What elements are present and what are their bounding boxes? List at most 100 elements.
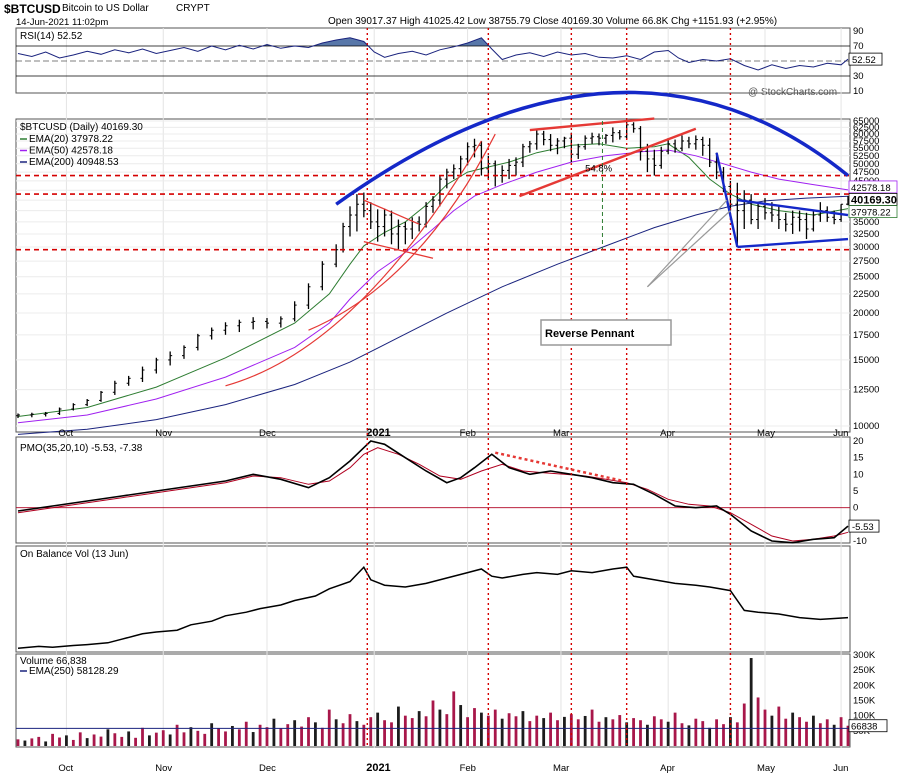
price-tick-label: 30000 bbox=[853, 242, 879, 253]
month-label-bottom: Nov bbox=[155, 763, 172, 774]
legend-label-2: EMA(200) 40948.53 bbox=[29, 157, 119, 168]
volume-bar bbox=[71, 739, 75, 746]
volume-bar bbox=[763, 709, 767, 746]
wedge-top-line bbox=[529, 117, 655, 132]
volume-bar bbox=[341, 723, 345, 746]
volume-tick-label: 100K bbox=[853, 711, 876, 722]
volume-bar bbox=[590, 709, 594, 746]
volume-bar bbox=[300, 726, 303, 746]
volume-bar bbox=[85, 738, 89, 746]
month-label-bottom: Dec bbox=[259, 763, 276, 774]
pmo-tick-label: 5 bbox=[853, 486, 858, 497]
volume-bar bbox=[148, 735, 151, 746]
volume-bar bbox=[742, 703, 746, 746]
volume-bar bbox=[611, 719, 615, 746]
volume-bar bbox=[175, 724, 179, 746]
pennant-line bbox=[363, 241, 434, 259]
volume-tick-label: 300K bbox=[853, 650, 876, 661]
volume-bar bbox=[196, 730, 200, 746]
volume-bar bbox=[403, 715, 407, 746]
volume-bar bbox=[735, 722, 739, 746]
volume-bar bbox=[217, 728, 220, 746]
month-label: Jun bbox=[833, 428, 848, 439]
retracement-label: 54.8% bbox=[585, 164, 612, 175]
volume-bar bbox=[231, 725, 234, 746]
chart-date: 14-Jun-2021 11:02pm bbox=[16, 17, 109, 28]
volume-bar bbox=[549, 712, 552, 746]
volume-bar bbox=[694, 718, 698, 746]
volume-bar bbox=[431, 700, 435, 746]
rounding-top-arc bbox=[335, 90, 850, 206]
month-label: Apr bbox=[660, 428, 675, 439]
volume-value-label: 66838 bbox=[851, 722, 877, 733]
rsi-tick-label: 70 bbox=[853, 41, 864, 52]
month-label-bottom: Jun bbox=[833, 763, 848, 774]
volume-bar bbox=[127, 731, 131, 746]
price-tick-label: 50000 bbox=[853, 159, 879, 170]
volume-ema-label: EMA(250) 58128.29 bbox=[29, 666, 119, 677]
volume-bar bbox=[44, 741, 48, 746]
price-title: $BTCUSD (Daily) 40169.30 bbox=[20, 122, 143, 133]
volume-bar bbox=[286, 724, 290, 746]
volume-bar bbox=[687, 725, 691, 746]
month-label-bottom: May bbox=[757, 763, 775, 774]
pmo-label: PMO(35,20,10) -5.53, -7.38 bbox=[20, 443, 143, 454]
volume-bar bbox=[397, 706, 400, 746]
exchange-label: CRYPT bbox=[176, 3, 210, 14]
price-tick-label: 15000 bbox=[853, 355, 879, 366]
volume-bar bbox=[78, 732, 82, 746]
volume-bar bbox=[237, 729, 241, 746]
panel-frame bbox=[15, 27, 851, 94]
volume-bar bbox=[632, 718, 635, 746]
volume-bar bbox=[37, 736, 41, 746]
volume-bar bbox=[652, 716, 656, 746]
rsi-tick-label: 10 bbox=[853, 86, 864, 97]
volume-bar bbox=[528, 721, 532, 746]
volume-bar bbox=[514, 716, 518, 746]
price-tick-label: 60000 bbox=[853, 129, 879, 140]
price-value-box bbox=[848, 205, 898, 218]
volume-label: Volume 66,838 bbox=[20, 656, 87, 667]
price-tick-label: 20000 bbox=[853, 308, 879, 319]
volume-bar bbox=[314, 722, 317, 746]
reverse-pennant-line bbox=[737, 198, 849, 217]
volume-bar bbox=[120, 736, 124, 746]
price-tick-label: 55000 bbox=[853, 143, 879, 154]
month-label-bottom: Apr bbox=[660, 763, 675, 774]
volume-bar bbox=[362, 724, 366, 746]
volume-bar bbox=[805, 721, 808, 746]
ema-line-1 bbox=[17, 149, 849, 424]
callout-box bbox=[540, 319, 672, 346]
volume-bar bbox=[791, 712, 795, 746]
price-tick-label: 32500 bbox=[853, 229, 879, 240]
price-tick-label: 65000 bbox=[853, 116, 879, 127]
price-value-box bbox=[848, 180, 898, 194]
volume-bar bbox=[535, 715, 539, 746]
volume-bar bbox=[224, 731, 227, 746]
price-value-label: 42578.18 bbox=[851, 183, 891, 194]
volume-bar bbox=[604, 717, 608, 746]
volume-bar bbox=[424, 716, 428, 746]
pmo-value-label: -5.53 bbox=[852, 522, 874, 533]
price-tick-label: 52500 bbox=[853, 151, 879, 162]
volume-bar bbox=[334, 719, 338, 746]
month-label-bottom: Oct bbox=[58, 763, 73, 774]
pmo-tick-label: 10 bbox=[853, 469, 864, 480]
obv-label: On Balance Vol (13 Jun) bbox=[20, 549, 128, 560]
obv-line bbox=[17, 565, 849, 649]
volume-bar bbox=[320, 727, 324, 746]
volume-bar bbox=[500, 718, 504, 746]
volume-bar bbox=[756, 697, 760, 746]
rsi-line bbox=[17, 37, 849, 71]
volume-bar bbox=[749, 658, 753, 746]
volume-bar bbox=[542, 718, 546, 746]
volume-bar bbox=[383, 720, 386, 746]
price-tick-label: 12500 bbox=[853, 385, 879, 396]
volume-bar bbox=[279, 728, 283, 746]
month-label: Oct bbox=[58, 428, 73, 439]
pmo-divergence-line bbox=[494, 451, 624, 483]
volume-bar bbox=[832, 724, 836, 746]
volume-bar bbox=[189, 727, 193, 746]
rsi-value-label: 52.52 bbox=[852, 55, 876, 66]
rsi-tick-label: 30 bbox=[853, 71, 864, 82]
